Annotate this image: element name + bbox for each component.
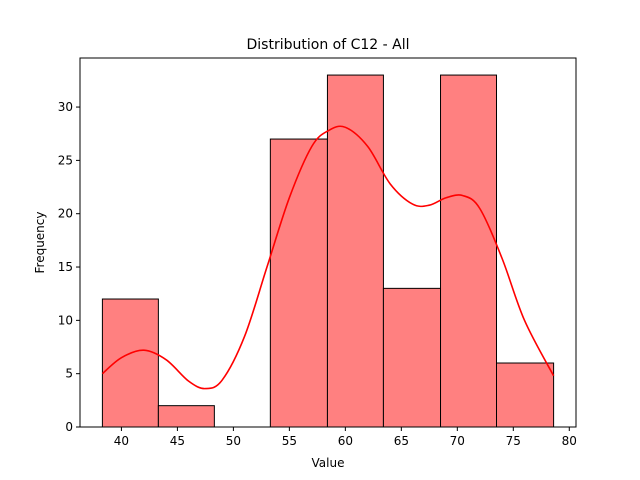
histogram-bar-7 [496,362,555,428]
y-tick-label: 15 [58,260,73,274]
histogram-bar-1 [157,405,215,428]
histogram-bars [101,74,555,428]
histogram-bar-0 [101,298,159,428]
histogram-bar-6 [440,74,498,428]
y-tick-label: 25 [58,153,73,167]
y-tick-label: 0 [65,420,73,434]
x-tick-label: 60 [338,434,353,448]
x-tick-label: 55 [282,434,297,448]
x-axis-ticks: 40 45 50 55 60 65 70 75 80 [114,427,577,448]
histogram-bar-3 [269,138,328,428]
y-tick-label: 10 [58,313,73,327]
x-axis-label: Value [312,456,345,470]
x-tick-label: 80 [562,434,577,448]
kde-curve [101,125,555,390]
x-tick-label: 45 [170,434,185,448]
histogram-bar-5 [382,287,442,428]
y-tick-label: 20 [58,207,73,221]
y-axis-label: Frequency [33,212,47,274]
x-tick-label: 50 [226,434,241,448]
x-tick-label: 75 [506,434,521,448]
y-tick-label: 30 [58,100,73,114]
y-axis-ticks: 0 5 10 15 20 25 30 [58,100,80,434]
x-tick-label: 70 [450,434,465,448]
y-tick-label: 5 [65,367,73,381]
x-tick-label: 65 [394,434,409,448]
x-tick-label: 40 [114,434,129,448]
chart-title: Distribution of C12 - All [247,37,410,53]
axes-frame [79,57,577,428]
histogram-bar-4 [326,74,384,428]
